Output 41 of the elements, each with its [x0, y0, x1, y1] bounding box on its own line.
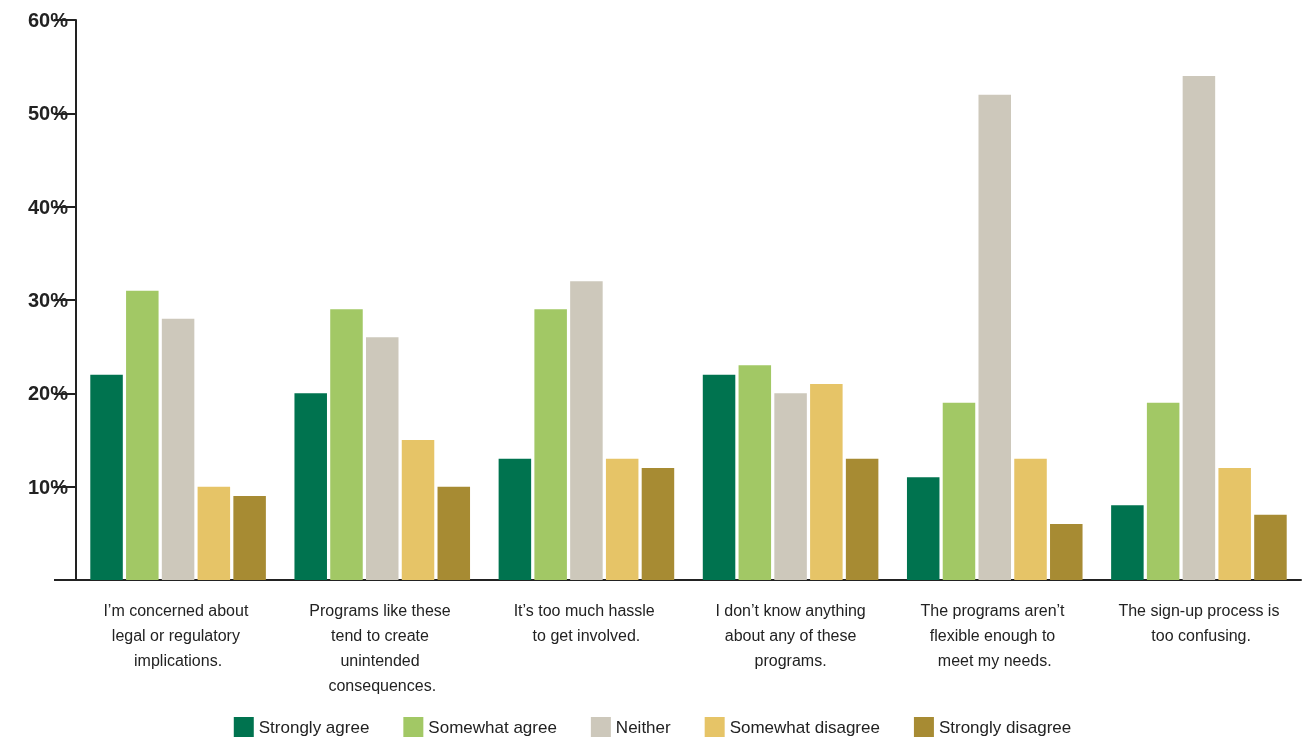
x-tick-label: I’m concerned about legal or regulatory implications.: [103, 602, 253, 669]
bar: [1146, 402, 1180, 580]
bar: [294, 393, 327, 580]
bar: [534, 309, 567, 580]
bar: [570, 281, 603, 580]
bar: [1218, 468, 1251, 580]
x-tick-label: The sign-up process is too confusing.: [1118, 602, 1280, 644]
bar: [605, 458, 639, 580]
bar: [738, 365, 772, 580]
bar: [498, 458, 532, 580]
bar: [1182, 76, 1216, 580]
bar: [774, 393, 807, 580]
legend-label: Strongly agree: [258, 717, 370, 737]
legend-label: Strongly disagree: [938, 717, 1072, 737]
bar: [161, 318, 195, 580]
bar: [702, 374, 736, 580]
bar: [437, 486, 471, 580]
bar: [978, 94, 1012, 580]
bar: [365, 337, 399, 580]
legend-label: Neither: [615, 717, 672, 737]
x-tick-label: Programs like these tend to create unintended consequences.: [309, 602, 456, 694]
x-tick-label: It’s too much hassle to get involved.: [513, 602, 660, 644]
bar: [233, 496, 266, 580]
x-tick-label: The programs aren’t flexible enough to meet my needs.: [920, 602, 1070, 669]
legend-label: Somewhat agree: [428, 717, 557, 737]
bar: [1254, 514, 1287, 580]
bar: [845, 458, 879, 580]
legend-label: Somewhat disagree: [729, 717, 880, 737]
bar: [942, 402, 976, 580]
bar: [810, 384, 843, 580]
bar: [1014, 458, 1047, 580]
x-tick-label: I don’t know anything about any of these programs.: [715, 602, 866, 669]
bar: [126, 290, 159, 580]
bar: [90, 374, 123, 580]
bar: [197, 486, 231, 580]
bar: [641, 468, 675, 580]
bar: [906, 477, 940, 580]
bar: [330, 309, 363, 580]
bar: [1050, 524, 1083, 580]
bar: [1111, 505, 1144, 580]
bar: [401, 440, 435, 580]
